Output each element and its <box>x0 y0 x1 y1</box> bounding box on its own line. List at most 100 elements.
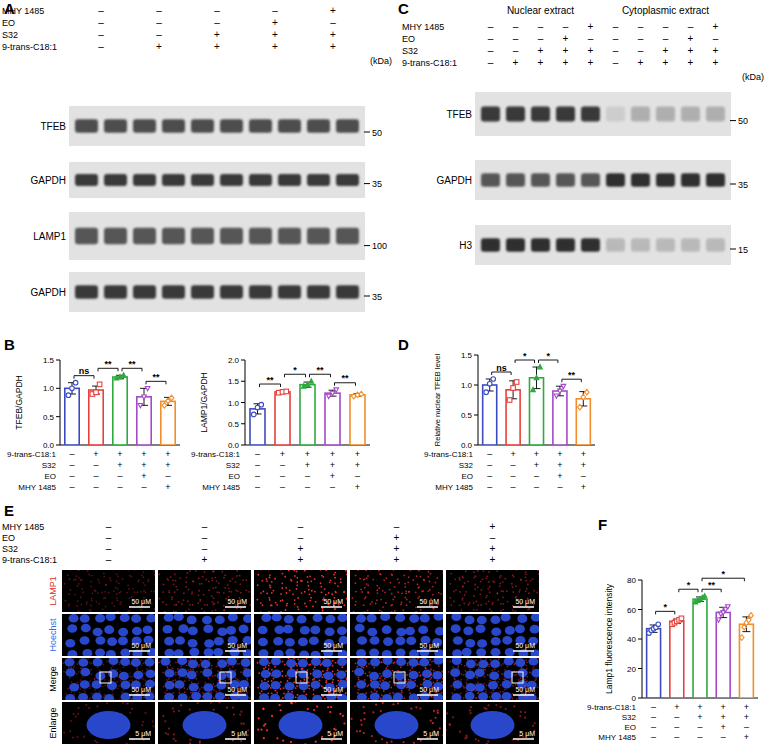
lysosome-dot <box>423 579 425 581</box>
lysosome-dot <box>264 723 266 725</box>
lysosome-dot <box>367 575 369 577</box>
lysosome-dot <box>475 659 477 661</box>
lysosome-dot <box>461 609 463 611</box>
nucleus <box>323 649 333 656</box>
lysosome-dot <box>244 570 246 571</box>
lysosome-dot <box>172 668 174 670</box>
lysosome-dot <box>82 676 84 678</box>
lysosome-dot <box>195 658 197 660</box>
lysosome-dot <box>208 659 210 661</box>
lysosome-dot <box>189 604 191 606</box>
lysosome-dot <box>218 679 220 681</box>
lysosome-dot <box>467 580 469 582</box>
lysosome-dot <box>258 717 260 719</box>
lysosome-dot <box>236 575 238 577</box>
lysosome-dot <box>301 580 303 582</box>
blot-band <box>162 119 185 133</box>
lysosome-dot <box>270 687 272 689</box>
nucleus <box>336 670 346 679</box>
lysosome-dot <box>441 671 443 673</box>
lysosome-dot <box>477 570 479 572</box>
lysosome-dot <box>381 738 383 740</box>
lysosome-dot <box>294 603 296 605</box>
lysosome-dot <box>291 691 293 693</box>
scale-bar <box>417 738 438 740</box>
nucleus <box>396 658 406 666</box>
image-content <box>257 702 347 744</box>
lysosome-dot <box>400 666 402 668</box>
scale-bar-label: 50 μM <box>515 642 535 650</box>
lysosome-dot <box>452 716 454 718</box>
lysosome-dot <box>518 591 520 593</box>
nucleus <box>475 683 485 692</box>
lysosome-dot <box>528 592 530 594</box>
scale-bar-label: 50 μM <box>131 686 151 694</box>
lysosome-dot <box>491 669 493 671</box>
lysosome-dot <box>394 610 396 612</box>
lysosome-dot <box>97 579 99 581</box>
lysosome-dot <box>129 575 131 577</box>
nucleus <box>420 614 430 623</box>
nucleus <box>382 694 392 700</box>
lysosome-dot <box>431 661 433 663</box>
lysosome-dot <box>476 609 478 611</box>
lysosome-dot <box>101 592 103 594</box>
lysosome-dot <box>233 714 235 716</box>
lysosome-dot <box>308 681 310 683</box>
lysosome-dot <box>539 588 540 590</box>
lysosome-dot <box>185 586 187 588</box>
lysosome-dot <box>433 608 435 610</box>
lysosome-dot <box>491 603 493 605</box>
lysosome-dot <box>120 658 122 659</box>
nucleus <box>241 658 251 667</box>
nucleus <box>505 626 515 635</box>
lysosome-dot <box>290 702 292 704</box>
lysosome-dot <box>356 730 358 732</box>
nucleus <box>478 660 488 669</box>
lysosome-dot <box>173 738 175 740</box>
lysosome-dot <box>500 575 502 577</box>
lysosome-dot <box>290 667 292 669</box>
blot-band <box>336 285 359 299</box>
lysosome-dot <box>286 592 288 594</box>
lysosome-dot <box>449 597 451 599</box>
nucleus <box>230 648 240 656</box>
lysosome-dot <box>271 604 273 606</box>
lysosome-dot <box>533 590 535 592</box>
lysosome-dot <box>260 602 262 604</box>
nucleus <box>161 658 171 666</box>
lysosome-dot <box>464 594 466 596</box>
nucleus <box>419 648 429 656</box>
lysosome-dot <box>304 570 306 572</box>
lysosome-dot <box>417 685 419 687</box>
lysosome-dot <box>231 591 233 593</box>
lysosome-dot <box>166 689 168 691</box>
lysosome-dot <box>417 587 419 589</box>
lysosome-dot <box>183 592 185 594</box>
lysosome-dot <box>197 602 199 604</box>
western-blot: MHY 1485––––+––––+EO–––+––––+–S32––+++––… <box>402 5 764 265</box>
treatment-sign: + <box>490 543 496 554</box>
lysosome-dot <box>367 610 369 612</box>
row-label: Merge <box>48 666 58 692</box>
marker-tick <box>364 183 370 184</box>
treatment-label: EO <box>402 34 415 44</box>
lysosome-dot <box>498 658 500 660</box>
lysosome-dot <box>268 597 270 599</box>
lysosome-dot <box>153 591 155 593</box>
treatment-label: 9-trans-C18:1 <box>2 42 57 52</box>
lysosome-dot <box>104 597 106 599</box>
lysosome-dot <box>368 663 370 665</box>
lysosome-dot <box>143 590 145 592</box>
lysosome-dot <box>280 658 282 659</box>
blot-band <box>581 173 600 187</box>
lysosome-dot <box>218 702 220 704</box>
lysosome-dot <box>95 601 97 603</box>
lysosome-dot <box>129 610 131 612</box>
lysosome-dot <box>466 658 468 660</box>
lysosome-dot <box>474 584 476 586</box>
lysosome-dot <box>438 665 440 667</box>
lysosome-dot <box>89 687 91 689</box>
scale-bar-label: 50 μM <box>131 642 151 650</box>
lysosome-dot <box>502 590 504 592</box>
